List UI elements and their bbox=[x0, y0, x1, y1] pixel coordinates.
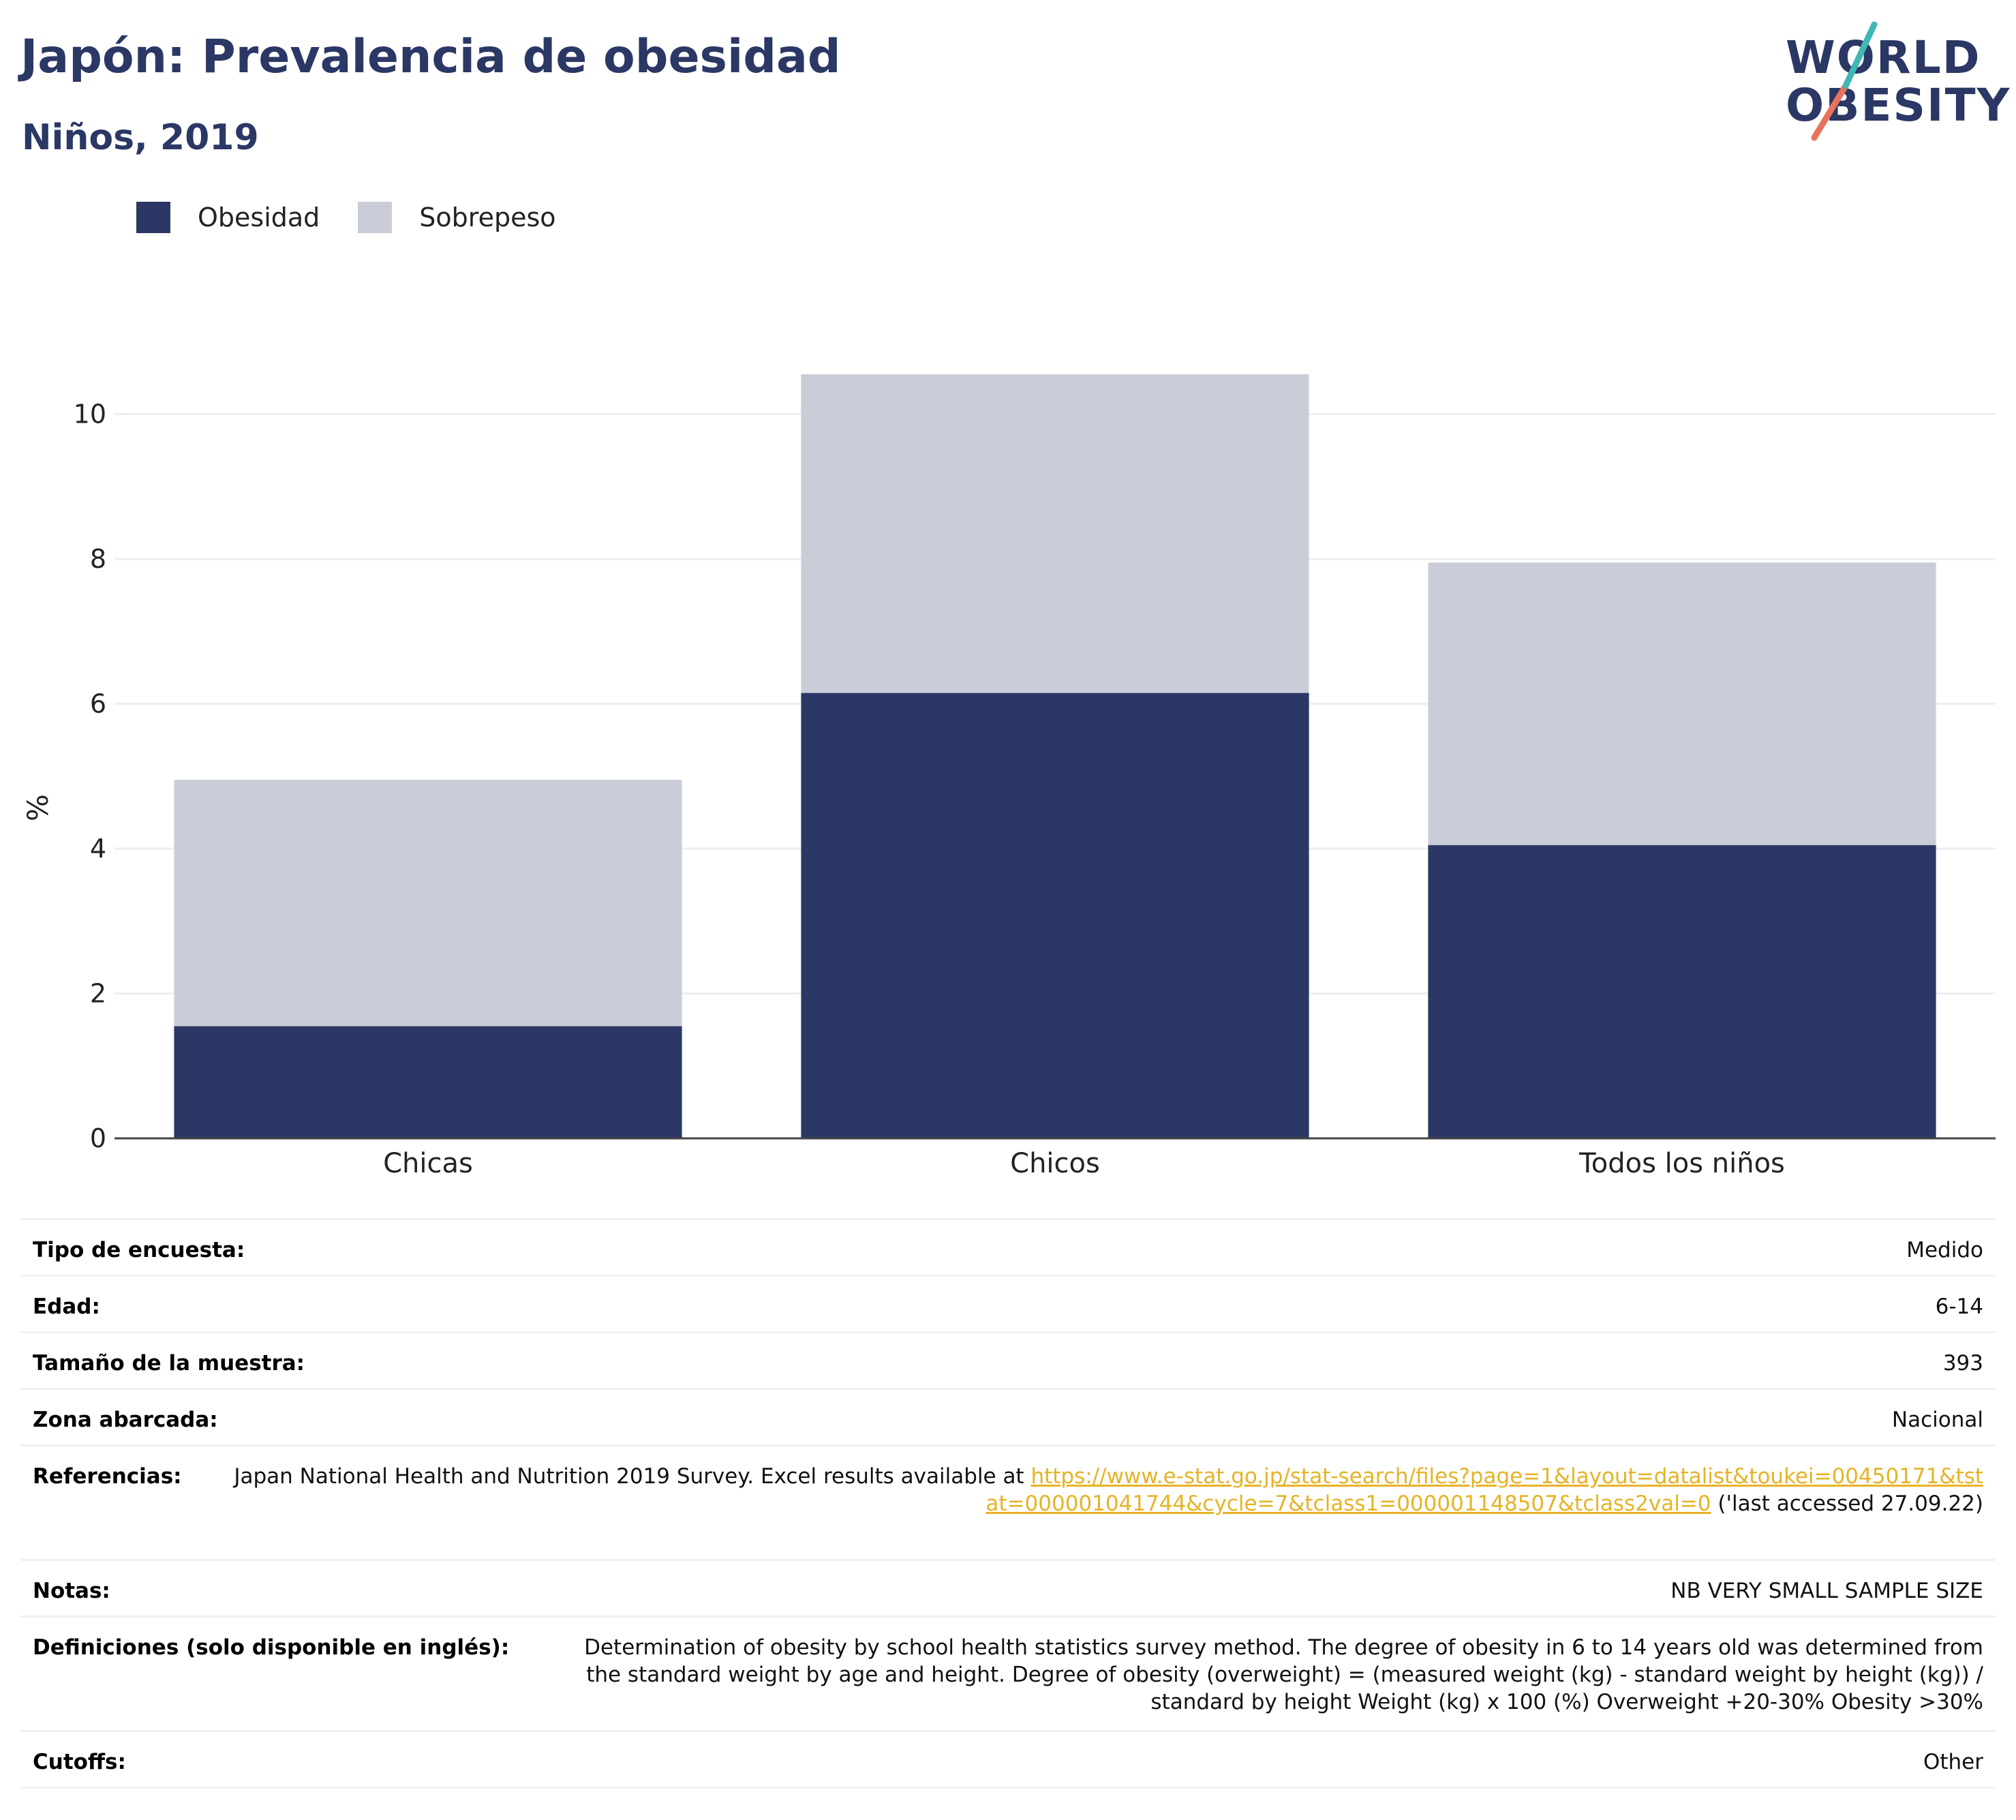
bar-obesidad bbox=[801, 693, 1309, 1138]
bar-chart: 0 2 4 6 8 10 Chicas Chicos Todos los niños% bbox=[21, 374, 1996, 1179]
legend-label-sobrepeso: Sobrepeso bbox=[419, 202, 556, 232]
world-obesity-logo: WORLD OBESITY bbox=[1772, 20, 2009, 147]
info-label: Cutoffs: bbox=[33, 1750, 126, 1774]
info-table: Tipo de encuesta: Medido Edad: 6-14 Tama… bbox=[20, 1218, 1996, 1789]
y-axis-label: % bbox=[21, 794, 55, 821]
chart-subtitle: Niños, 2019 bbox=[22, 117, 259, 158]
logo-slash-icon bbox=[1811, 21, 1878, 141]
bar-sobrepeso bbox=[174, 780, 682, 1027]
info-value: Determination of obesity by school healt… bbox=[584, 1635, 1983, 1714]
bar-sobrepeso bbox=[1428, 562, 1936, 845]
bar-obesidad bbox=[174, 1026, 682, 1138]
bar-obesidad bbox=[1428, 845, 1936, 1138]
info-row-edad: Edad: 6-14 bbox=[20, 1277, 1996, 1333]
y-tick-label: 2 bbox=[90, 979, 106, 1009]
y-tick-label: 4 bbox=[90, 834, 106, 864]
info-value: 6-14 bbox=[1935, 1294, 1983, 1319]
info-label: Tipo de encuesta: bbox=[33, 1238, 245, 1262]
x-tick-label: Todos los niños bbox=[1578, 1148, 1785, 1179]
info-row-cutoffs: Cutoffs: Other bbox=[20, 1732, 1996, 1789]
info-value: Medido bbox=[1906, 1238, 1983, 1262]
bar-sobrepeso bbox=[801, 374, 1309, 693]
legend-label-obesidad: Obesidad bbox=[198, 202, 320, 232]
legend: Obesidad Sobrepeso bbox=[136, 202, 594, 233]
info-row-tamano-muestra: Tamaño de la muestra: 393 bbox=[20, 1333, 1996, 1390]
legend-swatch-sobrepeso bbox=[358, 202, 393, 233]
legend-swatch-obesidad bbox=[136, 202, 170, 233]
y-tick-label: 10 bbox=[74, 399, 106, 429]
info-value: 393 bbox=[1942, 1351, 1983, 1376]
info-value: Other bbox=[1923, 1750, 1983, 1774]
y-tick-label: 6 bbox=[90, 689, 106, 719]
reference-link[interactable]: https://www.e-stat.go.jp/stat-search/fil… bbox=[986, 1464, 1983, 1516]
info-row-referencias: Referencias: Japan National Health and N… bbox=[20, 1446, 1996, 1561]
legend-item-sobrepeso: Sobrepeso bbox=[358, 202, 556, 233]
x-tick-label: Chicas bbox=[383, 1148, 473, 1179]
reference-suffix: ('last accessed 27.09.22) bbox=[1711, 1491, 1983, 1516]
info-label: Notas: bbox=[33, 1579, 110, 1603]
reference-text: Japan National Health and Nutrition 2019… bbox=[234, 1464, 1031, 1489]
info-value: Nacional bbox=[1891, 1408, 1983, 1432]
info-value: Japan National Health and Nutrition 2019… bbox=[182, 1463, 1983, 1517]
info-label: Zona abarcada: bbox=[33, 1408, 218, 1432]
info-row-zona: Zona abarcada: Nacional bbox=[20, 1390, 1996, 1446]
info-row-definiciones: Definiciones (solo disponible en inglés)… bbox=[20, 1618, 1996, 1732]
info-label: Edad: bbox=[33, 1294, 100, 1319]
chart-title: Japón: Prevalencia de obesidad bbox=[20, 30, 841, 84]
info-label: Definiciones (solo disponible en inglés)… bbox=[33, 1635, 510, 1660]
info-row-tipo-encuesta: Tipo de encuesta: Medido bbox=[20, 1220, 1996, 1277]
legend-item-obesidad: Obesidad bbox=[136, 202, 320, 233]
info-value: NB VERY SMALL SAMPLE SIZE bbox=[1670, 1579, 1983, 1603]
info-label: Referencias: bbox=[33, 1464, 182, 1489]
logo-line-world: WORLD bbox=[1786, 31, 1981, 84]
y-tick-label: 8 bbox=[90, 544, 106, 574]
y-tick-label: 0 bbox=[90, 1123, 106, 1153]
info-label: Tamaño de la muestra: bbox=[33, 1351, 305, 1376]
info-row-notas: Notas: NB VERY SMALL SAMPLE SIZE bbox=[20, 1561, 1996, 1618]
x-tick-label: Chicos bbox=[1010, 1148, 1100, 1179]
